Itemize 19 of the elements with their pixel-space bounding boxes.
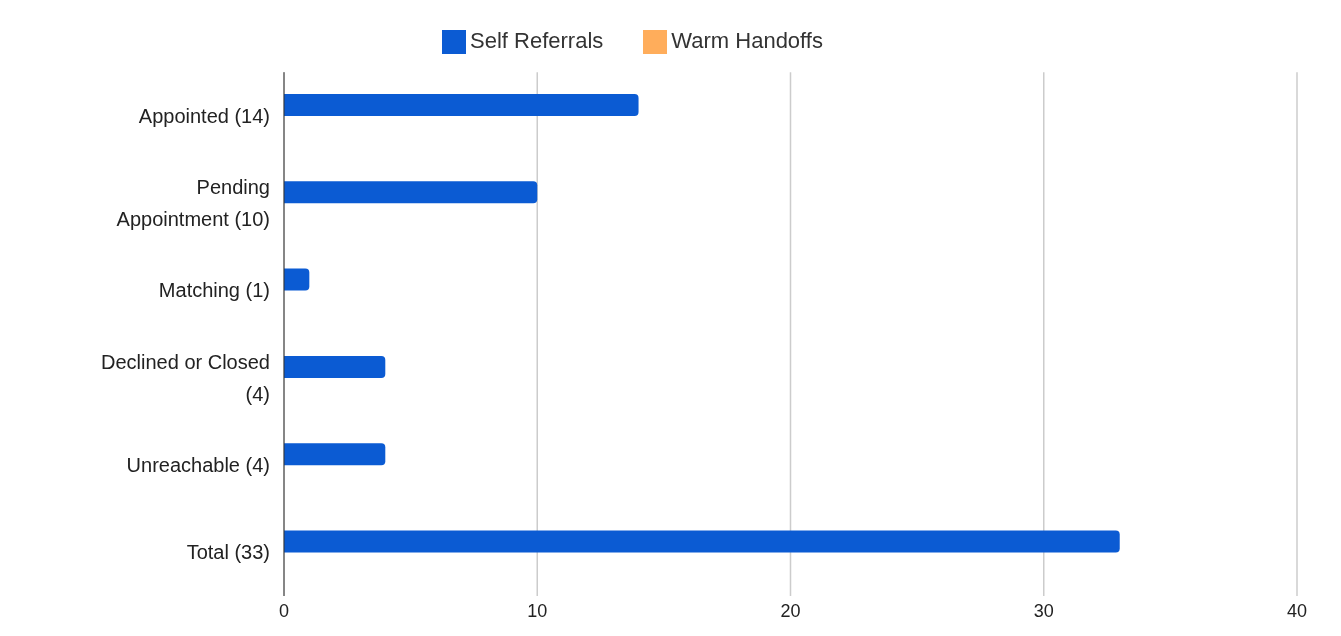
legend-label: Warm Handoffs — [671, 28, 823, 53]
y-tick-label: Unreachable (4) — [126, 454, 270, 477]
x-tick-label: 0 — [278, 600, 290, 621]
y-tick-label: Matching (1) — [158, 279, 270, 302]
x-tick-label: 20 — [780, 600, 801, 621]
bar — [284, 181, 538, 204]
legend-label: Self Referrals — [470, 28, 604, 53]
y-tick-label: Appointed (14) — [138, 104, 270, 127]
y-tick-label: Declined or Closed (4) — [101, 350, 270, 405]
y-tick-label: Total (33) — [186, 541, 270, 564]
bar — [284, 443, 386, 466]
x-tick-label: 40 — [1286, 600, 1308, 621]
bar — [284, 268, 310, 291]
bar — [284, 530, 1120, 553]
y-tick-label: Pending Appointment (10) — [116, 176, 270, 231]
bar — [284, 94, 639, 117]
x-tick-label: 10 — [527, 600, 548, 621]
x-tick-label: 30 — [1033, 600, 1054, 621]
bar — [284, 355, 386, 378]
